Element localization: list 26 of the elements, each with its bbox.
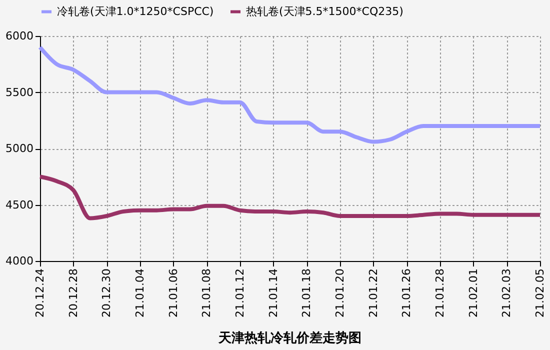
x-tick-label: 21.01.28	[434, 268, 446, 318]
y-tick-label: 5000	[6, 142, 34, 155]
x-tick-label: 20.12.24	[34, 268, 46, 318]
legend-label: 热轧卷(天津5.5*1500*CQ235)	[246, 4, 404, 18]
line-series	[38, 45, 542, 144]
x-tick-label: 21.01.22	[366, 268, 380, 318]
text: 天津热轧冷轧价差走势图	[218, 330, 362, 346]
x-tick-label: 21.01.06	[166, 268, 180, 318]
legend-label: 冷轧卷(天津1.0*1250*CSPCC)	[57, 4, 214, 18]
x-tick-label: 21.01.08	[200, 268, 214, 318]
x-tick-label: 20.12.30	[100, 268, 114, 318]
y-tick-label: 4000	[6, 254, 34, 268]
x-tick-label: 21.02.03	[500, 268, 514, 318]
y-tick-label: 5500	[6, 86, 34, 99]
y-tick-label: 4500	[6, 198, 34, 212]
x-tick-label: 21.02.05	[534, 268, 546, 318]
y-tick-label: 6000	[6, 30, 34, 42]
x-tick-label: 21.01.26	[400, 268, 414, 318]
x-tick-label: 21.01.18	[300, 268, 314, 318]
x-tick-label: 21.02.01	[466, 268, 480, 318]
x-tick-label: 20.12.28	[66, 268, 80, 318]
line-series	[38, 174, 542, 220]
x-tick-label: 21.01.20	[334, 268, 346, 318]
x-tick-label: 21.01.04	[134, 268, 146, 318]
x-tick-label: 21.01.12	[234, 268, 246, 318]
x-tick-label: 21.01.14	[266, 268, 280, 318]
